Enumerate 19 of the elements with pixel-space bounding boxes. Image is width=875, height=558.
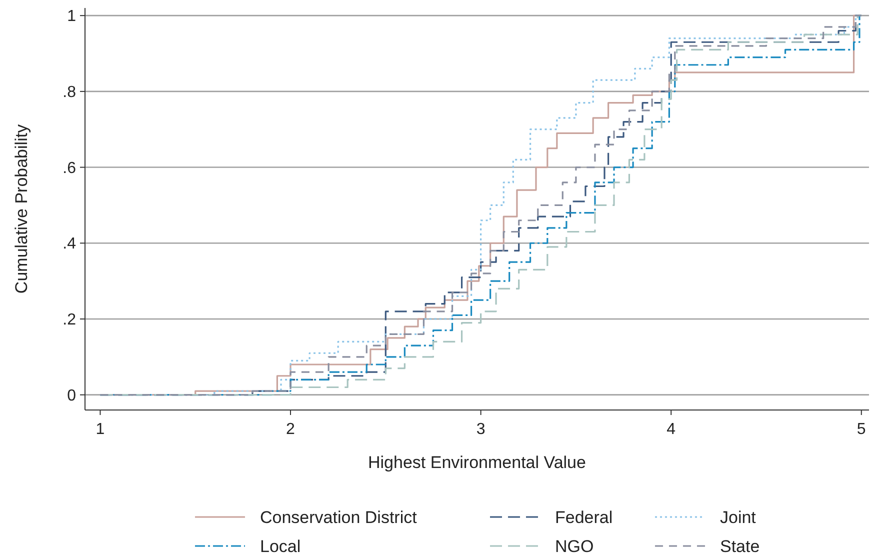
legend-label: Federal: [555, 508, 613, 527]
y-tick-label: .8: [62, 84, 76, 102]
y-axis-title: Cumulative Probability: [12, 124, 31, 294]
legend-label: State: [720, 536, 760, 556]
y-tick-label: .2: [62, 312, 76, 329]
legend-label: Joint: [720, 508, 756, 527]
legend-label: NGO: [555, 536, 594, 556]
legend-label: Local: [260, 536, 301, 556]
x-tick-label: 3: [476, 421, 486, 438]
x-axis-title: Highest Environmental Value: [368, 453, 586, 472]
y-tick-label: .4: [62, 236, 76, 253]
y-tick-label: 1: [67, 8, 76, 26]
x-tick-label: 4: [666, 421, 676, 438]
y-tick-label: 0: [67, 387, 76, 404]
y-tick-label: .6: [62, 160, 76, 177]
legend-label: Conservation District: [260, 508, 418, 527]
x-tick-label: 2: [286, 421, 296, 438]
x-tick-label: 1: [96, 421, 105, 438]
x-tick-label: 5: [856, 421, 866, 438]
